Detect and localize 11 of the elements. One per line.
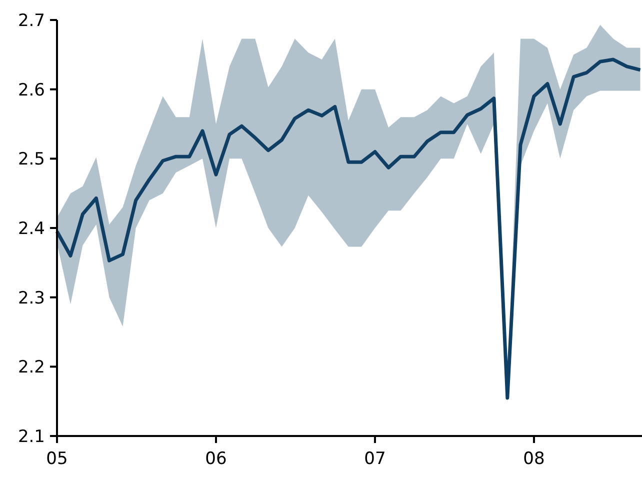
y-tick-label: 2.7 bbox=[18, 10, 45, 31]
y-tick-label: 2.4 bbox=[18, 218, 45, 239]
x-tick-label: 07 bbox=[364, 449, 386, 469]
y-tick-label: 2.5 bbox=[18, 150, 45, 170]
x-tick-label: 05 bbox=[46, 449, 68, 469]
x-tick-label: 06 bbox=[205, 449, 227, 469]
x-tick-label: 08 bbox=[523, 449, 545, 469]
y-tick-label: 2.1 bbox=[18, 426, 45, 447]
y-tick-label: 2.3 bbox=[18, 288, 45, 308]
y-tick-label: 2.6 bbox=[18, 80, 45, 100]
y-tick-label: 2.2 bbox=[18, 358, 45, 378]
